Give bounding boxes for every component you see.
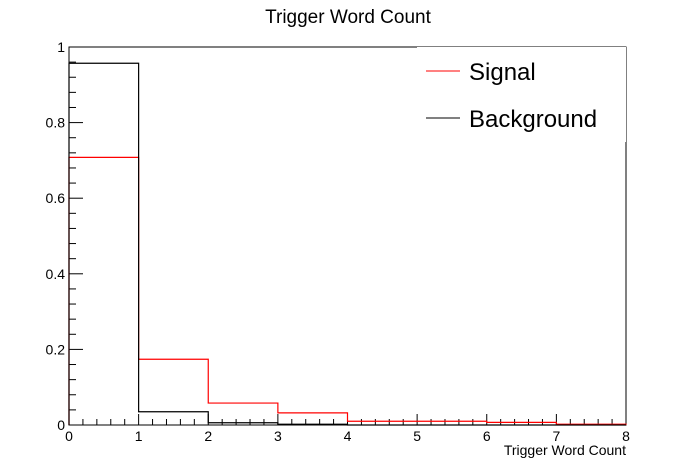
y-tick-label: 0.6 <box>46 190 66 206</box>
x-tick-label: 5 <box>413 428 421 444</box>
x-tick-label: 0 <box>65 428 73 444</box>
x-axis-ticks: 0 1 2 3 4 5 6 7 8 <box>65 414 630 444</box>
series-background-line <box>68 62 626 426</box>
x-tick-label: 2 <box>204 428 212 444</box>
y-tick-label: 0.8 <box>46 115 66 131</box>
x-tick-label: 1 <box>135 428 143 444</box>
y-tick-label: 1 <box>57 39 65 55</box>
x-tick-label: 3 <box>274 428 282 444</box>
legend-label-background: Background <box>469 106 597 133</box>
legend-label-signal: Signal <box>469 59 536 86</box>
legend: Signal Background <box>417 47 626 142</box>
y-tick-label: 0 <box>57 417 65 433</box>
chart-title: Trigger Word Count <box>265 7 432 28</box>
x-tick-label: 8 <box>622 428 630 444</box>
histogram-series <box>68 62 627 426</box>
x-tick-label: 4 <box>344 428 352 444</box>
legend-box <box>417 47 626 142</box>
x-tick-label: 7 <box>552 428 560 444</box>
y-axis-ticks: 0 0.2 0.4 0.6 0.8 1 <box>46 39 83 433</box>
x-tick-label: 6 <box>483 428 491 444</box>
y-tick-label: 0.2 <box>46 341 66 357</box>
x-axis-title: Trigger Word Count <box>504 442 626 458</box>
y-tick-label: 0.4 <box>46 266 66 282</box>
series-signal-line <box>68 156 627 425</box>
